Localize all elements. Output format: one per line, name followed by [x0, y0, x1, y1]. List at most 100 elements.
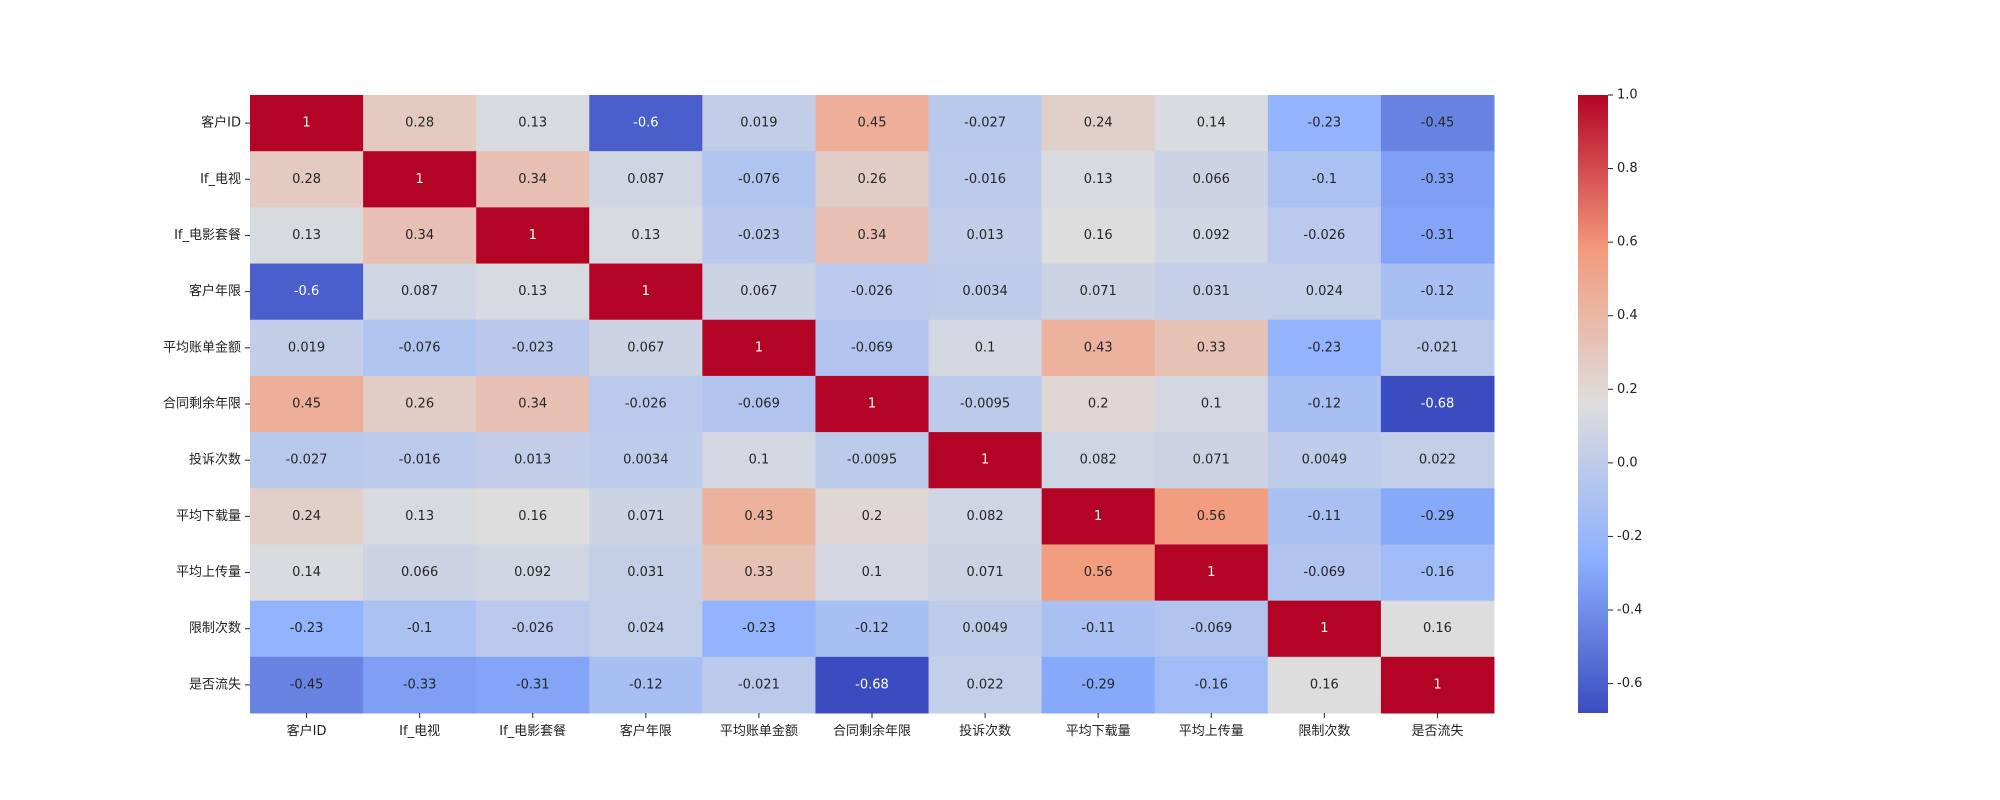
heatmap-cell-label: 0.14 — [292, 565, 321, 580]
heatmap-cell — [1267, 375, 1382, 433]
heatmap-cell-label: 0.28 — [405, 116, 434, 131]
heatmap-cell — [476, 600, 590, 658]
heatmap-cell — [928, 544, 1043, 602]
x-axis-tick-labels: 客户ID If_电视 If_电影套餐 客户年限 平均账单金额 合同剩余年限 投诉次数 平均下载… — [287, 713, 1463, 739]
heatmap-cell — [363, 656, 477, 714]
heatmap-cell-label: 0.087 — [627, 172, 664, 187]
heatmap-cell — [250, 95, 364, 152]
heatmap-cell — [1267, 488, 1382, 545]
heatmap-cell — [250, 488, 364, 545]
heatmap-cell-label: -0.68 — [855, 677, 889, 692]
heatmap-cell — [815, 95, 930, 152]
heatmap-cell-label: 1 — [981, 453, 989, 468]
heatmap-cell-label: 0.16 — [518, 509, 547, 524]
heatmap-cell-label: 0.24 — [292, 509, 321, 524]
heatmap-cell-label: -0.12 — [1308, 397, 1342, 412]
heatmap-cell — [250, 207, 364, 265]
colorbar-tick-label: 0.4 — [1617, 308, 1638, 323]
heatmap-cell-label: 0.45 — [292, 397, 321, 412]
heatmap-cell-label: 0.022 — [966, 677, 1003, 692]
y-axis-tick-label: 客户ID — [201, 115, 241, 131]
heatmap-cell — [1041, 544, 1156, 602]
heatmap-cell-label: 0.14 — [1197, 116, 1226, 131]
heatmap-cell-label: -0.31 — [1421, 228, 1455, 243]
heatmap-cell-label: -0.069 — [1190, 621, 1232, 636]
y-axis-tick-label: 客户年限 — [189, 283, 241, 299]
heatmap-cell-label: 0.2 — [1088, 397, 1109, 412]
heatmap-cell — [702, 656, 816, 714]
heatmap-cell — [1041, 488, 1156, 545]
x-axis-tick-label: 客户年限 — [620, 723, 672, 739]
heatmap-cell-label: 1 — [1320, 621, 1328, 636]
x-axis-tick-label: 投诉次数 — [959, 723, 1011, 739]
heatmap-cell-label: 0.13 — [405, 509, 434, 524]
heatmap-cell — [1041, 432, 1156, 489]
heatmap-cell-label: 0.26 — [405, 397, 434, 412]
y-axis-tick-label: 平均账单金额 — [163, 339, 241, 355]
heatmap-cell — [476, 544, 590, 602]
heatmap-cell-label: -0.23 — [290, 621, 324, 636]
y-axis-tick-label: 平均下载量 — [176, 509, 241, 524]
heatmap-cell — [476, 151, 590, 208]
heatmap-cell — [928, 432, 1043, 489]
heatmap-cell-label: -0.021 — [1416, 340, 1458, 355]
heatmap-cell — [250, 656, 364, 714]
heatmap-cell — [928, 656, 1043, 714]
heatmap-cell-label: -0.076 — [738, 172, 780, 187]
heatmap-cell-label: 0.092 — [514, 565, 551, 580]
heatmap-cell — [250, 375, 364, 433]
heatmap-cell-label: -0.12 — [1421, 284, 1455, 299]
heatmap-cell-label: 0.092 — [1193, 228, 1230, 243]
heatmap-cell-label: 0.26 — [858, 172, 887, 187]
heatmap-cell-label: 0.031 — [1193, 284, 1230, 299]
heatmap-cell-label: 1 — [302, 116, 310, 131]
heatmap-cell-label: 0.34 — [858, 228, 887, 243]
x-axis-tick-label: 平均账单金额 — [720, 723, 798, 739]
heatmap-cell-label: 0.066 — [401, 565, 438, 580]
heatmap-cell — [1380, 207, 1495, 265]
x-axis-tick-label: If_电视 — [399, 724, 440, 739]
heatmap-cell-label: 0.013 — [514, 453, 551, 468]
heatmap-cell — [589, 488, 703, 545]
x-axis-tick-label: 平均下载量 — [1066, 724, 1131, 739]
heatmap-cell — [928, 95, 1043, 152]
heatmap-cell — [815, 263, 930, 321]
heatmap-cell — [815, 207, 930, 265]
heatmap-cell-label: 0.16 — [1423, 621, 1452, 636]
heatmap-cell-label: 0.019 — [740, 116, 777, 131]
heatmap-cell — [702, 263, 816, 321]
heatmap-cell — [1041, 151, 1156, 208]
heatmap-cell — [1380, 544, 1495, 602]
heatmap-cell-label: 1 — [529, 228, 537, 243]
heatmap-cell — [250, 263, 364, 321]
colorbar-tick-label: 0.0 — [1617, 455, 1638, 470]
heatmap-cell-label: -0.11 — [1308, 509, 1342, 524]
heatmap-cell-label: 0.24 — [1084, 116, 1113, 131]
heatmap-cell — [1154, 600, 1269, 658]
heatmap-cell-label: 0.56 — [1084, 565, 1113, 580]
heatmap-cell — [476, 432, 590, 489]
heatmap-cell — [363, 600, 477, 658]
heatmap-cell-label: 0.13 — [292, 228, 321, 243]
heatmap-cell — [815, 544, 930, 602]
heatmap-cell-label: 0.56 — [1197, 509, 1226, 524]
heatmap-cell — [1267, 544, 1382, 602]
heatmap-cell — [476, 207, 590, 265]
colorbar-tick-label: -0.4 — [1617, 603, 1642, 618]
heatmap-cell-label: 0.13 — [518, 284, 547, 299]
heatmap-cell-label: -0.68 — [1421, 397, 1455, 412]
heatmap-cell — [928, 375, 1043, 433]
heatmap-cell — [928, 207, 1043, 265]
x-axis-tick-label: 合同剩余年限 — [833, 723, 911, 739]
heatmap-cell — [363, 207, 477, 265]
heatmap-cell-label: 0.28 — [292, 172, 321, 187]
heatmap-cell-label: 0.1 — [862, 565, 883, 580]
heatmap-cell-label: -0.6 — [294, 284, 319, 299]
y-axis-tick-label: 平均上传量 — [176, 565, 241, 580]
heatmap-cells: 1 0.28 0.13 -0.6 0.019 0.45 -0.027 0.24 0.14 -0.2… — [250, 95, 1495, 714]
heatmap-cell — [702, 488, 816, 545]
heatmap-cell — [1154, 319, 1269, 377]
heatmap-cell — [250, 600, 364, 658]
heatmap-cell-label: -0.1 — [1312, 172, 1337, 187]
